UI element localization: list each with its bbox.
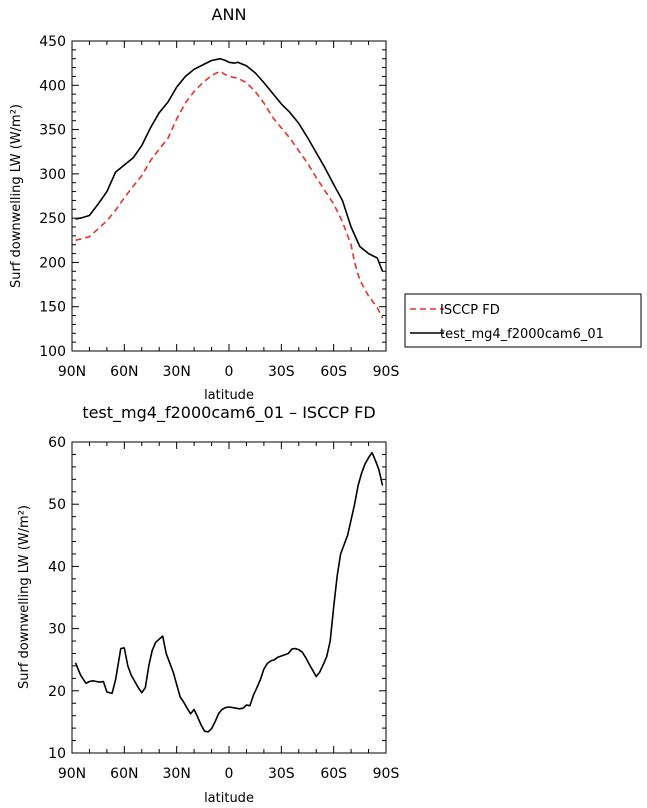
x-tick-label: 60S	[320, 364, 347, 380]
x-tick-label: 30N	[163, 766, 191, 782]
y-tick-label: 350	[39, 123, 66, 139]
series-line-test-mg4-f2000cam6-01	[75, 57, 384, 272]
y-tick-label: 400	[39, 78, 66, 94]
x-tick-labels: 90N 60N 30N 0 30S 60S 90S	[58, 364, 400, 380]
y-tick-label: 300	[39, 167, 66, 183]
y-tick-label: 10	[48, 746, 66, 762]
y-tick-label: 40	[48, 559, 66, 575]
legend: ISCCP FD test_mg4_f2000cam6_01	[404, 293, 642, 348]
x-tick-label: 30S	[268, 364, 295, 380]
legend-box	[404, 293, 642, 348]
y-tick-label: 50	[48, 497, 66, 513]
y-tick-label: 250	[39, 211, 66, 227]
chart-ann: ANN 90N 60N 30N 0 30S 60S 90S 100 150 200 250 300 3…	[9, 5, 399, 403]
x-tick-label: 60N	[110, 766, 138, 782]
series-line-isccp-fd	[75, 70, 384, 319]
y-tick-label: 30	[48, 622, 66, 638]
y-tick-labels: 10 20 30 40 50 60	[48, 435, 66, 762]
series-line-difference	[74, 451, 384, 733]
chart-difference: test_mg4_f2000cam6_01 – ISCCP FD 90N 60N 3…	[17, 403, 399, 806]
x-tick-label: 30S	[268, 766, 295, 782]
y-axis-label: Surf downwelling LW (W/m²)	[9, 104, 24, 288]
y-tick-label: 60	[48, 435, 66, 451]
x-tick-label: 90N	[58, 766, 86, 782]
x-tick-label: 0	[225, 766, 234, 782]
x-tick-label: 90S	[373, 364, 400, 380]
x-tick-labels: 90N 60N 30N 0 30S 60S 90S	[58, 766, 400, 782]
x-tick-label: 60S	[320, 766, 347, 782]
plot-lines	[74, 451, 384, 733]
axis-ticks	[71, 441, 387, 754]
x-tick-label: 30N	[163, 364, 191, 380]
plot-frame	[71, 40, 387, 352]
plot-lines	[75, 57, 384, 319]
x-axis-label: latitude	[204, 388, 254, 403]
x-tick-label: 60N	[110, 364, 138, 380]
y-axis-label: Surf downwelling LW (W/m²)	[17, 505, 32, 689]
chart-title: test_mg4_f2000cam6_01 – ISCCP FD	[82, 403, 375, 423]
x-tick-label: 90N	[58, 364, 86, 380]
y-tick-label: 200	[39, 255, 66, 271]
y-tick-labels: 100 150 200 250 300 350 400 450	[39, 34, 66, 360]
axis-ticks	[71, 40, 387, 352]
chart-title: ANN	[212, 5, 247, 24]
x-tick-label: 90S	[373, 766, 400, 782]
y-tick-label: 150	[39, 300, 66, 316]
y-tick-label: 20	[48, 684, 66, 700]
x-axis-label: latitude	[204, 791, 254, 806]
x-tick-label: 0	[225, 364, 234, 380]
legend-label-model: test_mg4_f2000cam6_01	[440, 327, 604, 342]
y-tick-label: 450	[39, 34, 66, 50]
legend-label-isccp: ISCCP FD	[440, 303, 500, 318]
y-tick-label: 100	[39, 344, 66, 360]
